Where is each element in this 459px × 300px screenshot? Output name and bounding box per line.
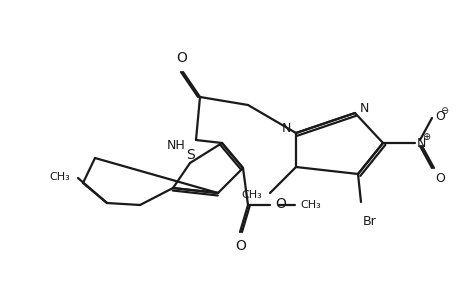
Text: ⊖: ⊖	[439, 106, 447, 116]
Text: CH₃: CH₃	[49, 172, 70, 182]
Text: N: N	[359, 101, 369, 115]
Text: O: O	[434, 172, 444, 185]
Text: S: S	[186, 148, 195, 162]
Text: ⊕: ⊕	[421, 132, 429, 142]
Text: O: O	[274, 197, 285, 211]
Text: O: O	[235, 239, 246, 253]
Text: Br: Br	[362, 215, 376, 228]
Text: N: N	[281, 122, 291, 134]
Text: N: N	[416, 136, 425, 149]
Text: O: O	[434, 110, 444, 122]
Text: CH₃: CH₃	[241, 190, 262, 200]
Text: CH₃: CH₃	[299, 200, 320, 210]
Text: NH: NH	[167, 139, 185, 152]
Text: O: O	[176, 51, 187, 65]
